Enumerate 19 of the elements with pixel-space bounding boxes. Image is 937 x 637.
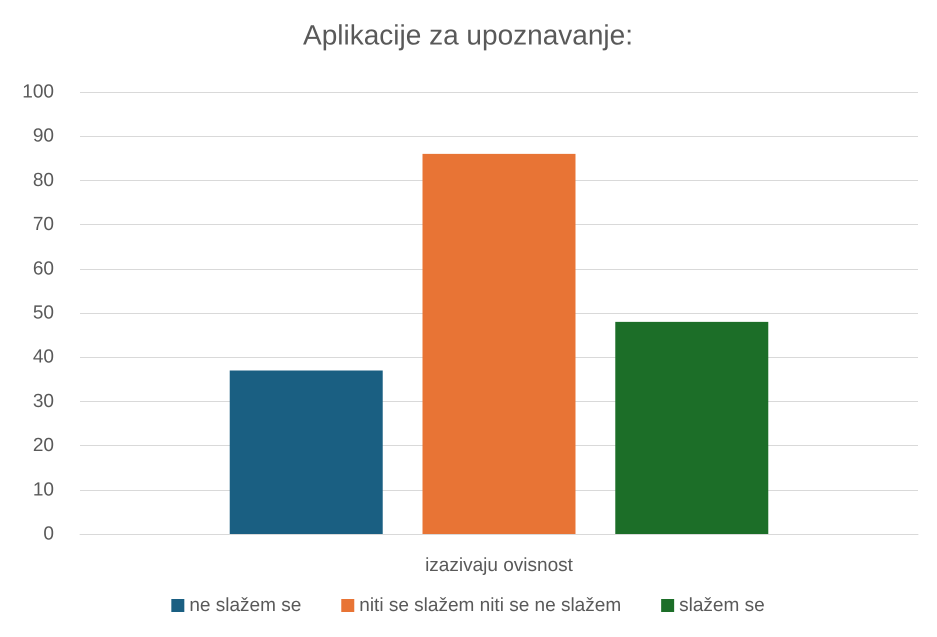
y-tick-label: 0 xyxy=(43,524,54,544)
y-tick-label: 20 xyxy=(32,435,54,456)
bar xyxy=(615,322,768,534)
legend-label: ne slažem se xyxy=(189,595,302,616)
y-tick-label: 50 xyxy=(32,302,54,324)
x-tick-label: izazivaju ovisnost xyxy=(425,555,574,576)
legend-label: niti se slažem niti se ne slažem xyxy=(359,595,622,616)
bar xyxy=(230,370,383,534)
y-tick-label: 80 xyxy=(32,170,54,191)
y-tick-label: 60 xyxy=(32,258,54,280)
legend-label: slažem se xyxy=(679,595,765,616)
y-tick-label: 70 xyxy=(32,214,54,236)
y-tick-label: 40 xyxy=(32,346,54,368)
chart-title: Aplikacije za upoznavanje: xyxy=(303,20,633,50)
y-tick-label: 90 xyxy=(32,126,54,147)
y-tick-label: 100 xyxy=(22,82,54,102)
y-tick-label: 10 xyxy=(32,479,54,500)
y-tick-label: 30 xyxy=(32,390,54,412)
bar xyxy=(422,154,576,534)
